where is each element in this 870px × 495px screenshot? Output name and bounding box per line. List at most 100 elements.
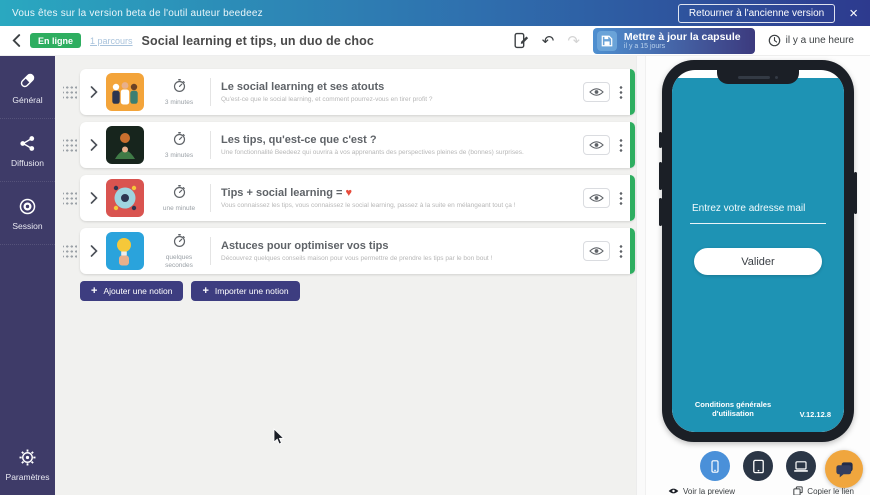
app-version: V.12.12.8 [799, 410, 831, 419]
update-capsule-button[interactable]: Mettre à jour la capsule il y a 15 jours [592, 27, 755, 54]
drag-handle-icon[interactable] [63, 243, 77, 259]
last-saved-text: il y a une heure [785, 35, 854, 46]
sidebar-spacer [0, 245, 55, 433]
terms-link[interactable]: Conditions générales d'utilisation [694, 399, 772, 419]
smartphone-icon [711, 459, 719, 473]
notion-card[interactable]: 3 minutes Le social learning et ses atou… [80, 69, 635, 115]
notion-row: 3 minutes Le social learning et ses atou… [63, 69, 635, 115]
copy-icon [793, 486, 803, 495]
phone-notch [717, 70, 799, 84]
chat-bubbles-icon [835, 461, 853, 477]
undo-icon[interactable]: ↶ [541, 32, 555, 50]
notion-card[interactable]: quelques secondes Astuces pour optimiser… [80, 228, 635, 274]
notion-title: Les tips, qu'est-ce que c'est ? [221, 134, 377, 146]
device-tablet-button[interactable] [743, 451, 773, 481]
stopwatch-icon [173, 233, 185, 247]
phone-mute-switch [659, 132, 662, 148]
redo-icon[interactable]: ↷ [567, 32, 580, 50]
header: En ligne 1 parcours Social learning et t… [0, 26, 870, 56]
voir-preview-link[interactable]: Voir la preview [668, 486, 735, 495]
eye-icon [589, 88, 604, 96]
laptop-icon [794, 460, 808, 472]
add-notion-button[interactable]: + Ajouter une notion [80, 281, 184, 301]
drag-handle-icon[interactable] [63, 190, 77, 206]
published-status-bar [630, 228, 635, 274]
eye-icon [668, 488, 679, 494]
back-chevron-icon[interactable] [12, 34, 21, 47]
return-old-version-button[interactable]: Retourner à l'ancienne version [677, 3, 836, 23]
duration: une minute [152, 184, 206, 213]
published-status-bar [630, 122, 635, 168]
notion-row: quelques secondes Astuces pour optimiser… [63, 228, 635, 274]
preview-notion-button[interactable] [583, 82, 610, 102]
notion-title: Astuces pour optimiser vos tips [221, 240, 389, 252]
phone-volume-down-button [659, 198, 662, 226]
device-desktop-button[interactable] [786, 451, 816, 481]
sidebar-item-diffusion[interactable]: Diffusion [0, 119, 55, 182]
mobile-edit-icon[interactable] [512, 32, 529, 49]
parcours-link[interactable]: 1 parcours [90, 35, 133, 46]
phone-speaker [738, 75, 770, 79]
plus-icon: + [202, 284, 209, 297]
copier-lien-link[interactable]: Copier le lien [793, 486, 854, 495]
import-notion-label: Importer une notion [214, 286, 289, 296]
beta-banner: Vous êtes sur la version beta de l'outil… [0, 0, 870, 26]
phone-mockup: Entrez votre adresse mail Valider Condit… [659, 60, 857, 442]
mouse-cursor [273, 428, 285, 451]
phone-screen: Entrez votre adresse mail Valider Condit… [672, 70, 844, 432]
kebab-menu-icon[interactable] [619, 138, 623, 152]
notion-thumbnail [106, 179, 144, 217]
kebab-menu-icon[interactable] [619, 244, 623, 258]
email-field-underline [690, 223, 826, 224]
expand-chevron-icon[interactable] [90, 192, 98, 204]
import-notion-button[interactable]: + Importer une notion [191, 281, 300, 301]
kebab-menu-icon[interactable] [619, 85, 623, 99]
notion-row: 3 minutes Les tips, qu'est-ce que c'est … [63, 122, 635, 168]
valider-button[interactable]: Valider [694, 248, 822, 275]
drag-handle-icon[interactable] [63, 84, 77, 100]
phone-volume-up-button [659, 162, 662, 190]
device-phone-button[interactable] [700, 451, 730, 481]
last-saved: il y a une heure [768, 34, 858, 47]
save-icon [596, 30, 617, 51]
scrollbar[interactable] [636, 56, 645, 495]
stopwatch-icon [173, 78, 185, 92]
chat-widget-button[interactable] [825, 450, 863, 488]
add-notion-label: Ajouter une notion [103, 286, 173, 296]
notion-card[interactable]: 3 minutes Les tips, qu'est-ce que c'est … [80, 122, 635, 168]
expand-chevron-icon[interactable] [90, 86, 98, 98]
stopwatch-icon [173, 131, 185, 145]
kebab-menu-icon[interactable] [619, 191, 623, 205]
duration-text: 3 minutes [164, 98, 194, 106]
notion-title: Le social learning et ses atouts [221, 81, 385, 93]
sidebar-label-diffusion: Diffusion [11, 158, 44, 168]
notion-thumbnail [106, 232, 144, 270]
phone-camera [775, 75, 778, 79]
expand-chevron-icon[interactable] [90, 139, 98, 151]
sidebar-label-parametres: Paramètres [5, 472, 50, 482]
sidebar-item-parametres[interactable]: Paramètres [0, 433, 55, 495]
divider [210, 184, 211, 212]
expand-chevron-icon[interactable] [90, 245, 98, 257]
divider [210, 131, 211, 159]
sidebar-item-general[interactable]: Général [0, 56, 55, 119]
duration: 3 minutes [152, 78, 206, 107]
close-icon[interactable]: × [849, 4, 858, 22]
notion-description: Qu'est-ce que le social learning, et com… [221, 96, 433, 103]
duration-text: quelques secondes [165, 253, 193, 269]
drag-handle-icon[interactable] [63, 137, 77, 153]
phone-power-button [854, 172, 857, 214]
sidebar-item-session[interactable]: Session [0, 182, 55, 245]
email-field[interactable]: Entrez votre adresse mail [692, 203, 806, 214]
preview-notion-button[interactable] [583, 241, 610, 261]
preview-notion-button[interactable] [583, 135, 610, 155]
preview-notion-button[interactable] [583, 188, 610, 208]
page-title: Social learning et tips, un duo de choc [141, 33, 374, 48]
notion-description: Une fonctionnalité Beedeez qui ouvrira à… [221, 149, 524, 156]
target-icon [19, 198, 36, 215]
sidebar: Général Diffusion Session Paramètres [0, 56, 55, 495]
notion-card[interactable]: une minute Tips + social learning = ♥ Vo… [80, 175, 635, 221]
stopwatch-icon [173, 184, 185, 198]
share-icon [20, 136, 35, 151]
